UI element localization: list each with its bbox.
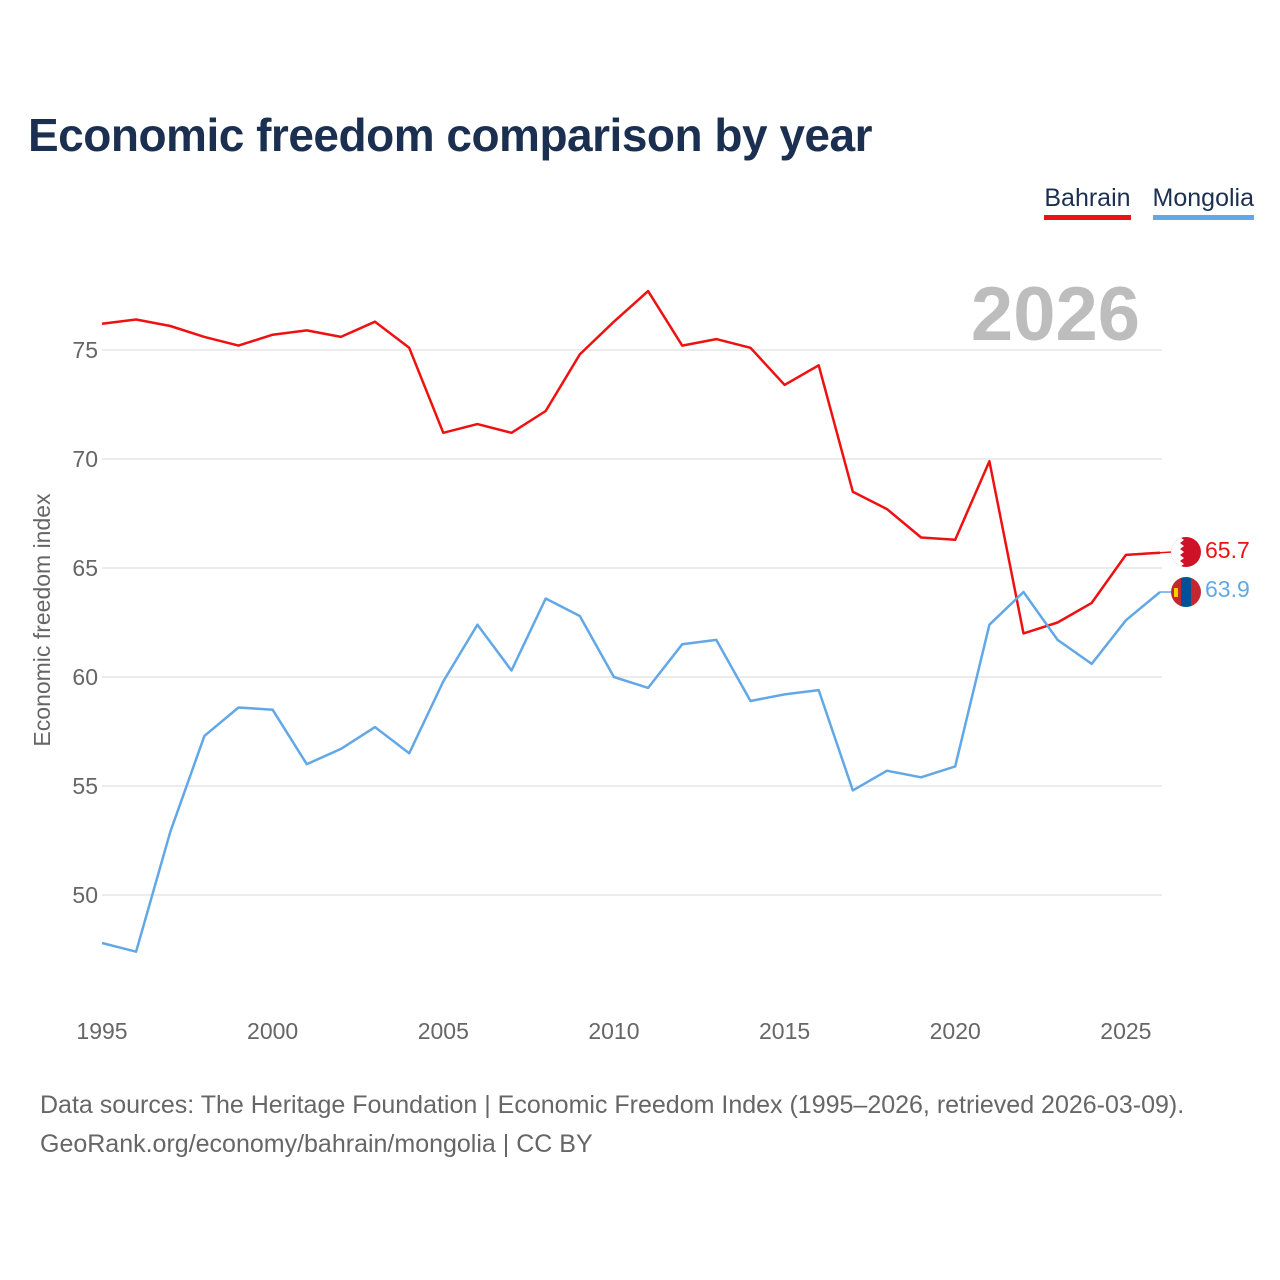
attribution-link[interactable]: GeoRank.org/economy/bahrain/mongolia | C… xyxy=(40,1130,593,1158)
series-line-bahrain[interactable] xyxy=(101,289,1161,635)
y-tick-label: 65 xyxy=(72,555,98,581)
y-tick-label: 70 xyxy=(72,446,98,472)
data-source-note: Data sources: The Heritage Foundation | … xyxy=(40,1091,1185,1119)
x-tick-label: 1995 xyxy=(76,1018,127,1044)
y-tick-label: 55 xyxy=(72,773,98,799)
end-label-mongolia: 63.9 xyxy=(1205,576,1250,602)
legend: Bahrain Mongolia xyxy=(1044,184,1254,220)
mongolia-flag-icon xyxy=(1171,577,1201,607)
x-tick-label: 2025 xyxy=(1100,1018,1151,1044)
chart-title: Economic freedom comparison by year xyxy=(28,109,873,161)
y-tick-label: 60 xyxy=(72,664,98,690)
x-tick-label: 2010 xyxy=(588,1018,639,1044)
y-axis-ticks: 50 55 60 65 70 75 xyxy=(72,337,98,908)
y-axis-label: Economic freedom index xyxy=(29,493,55,747)
legend-item-mongolia[interactable]: Mongolia xyxy=(1152,184,1254,220)
end-connector-bahrain xyxy=(1159,551,1173,554)
x-tick-label: 2020 xyxy=(930,1018,981,1044)
x-tick-label: 2005 xyxy=(418,1018,469,1044)
footer: Data sources: The Heritage Foundation | … xyxy=(40,1086,1184,1164)
year-watermark: 2026 xyxy=(971,272,1140,357)
y-tick-label: 50 xyxy=(72,882,98,908)
y-tick-label: 75 xyxy=(72,337,98,363)
gridlines xyxy=(102,349,1162,896)
series-lines xyxy=(101,289,1173,953)
bahrain-flag-icon xyxy=(1171,537,1201,567)
end-label-bahrain: 65.7 xyxy=(1205,537,1250,563)
x-axis-ticks: 1995 2000 2005 2010 2015 2020 2025 xyxy=(76,1018,1151,1044)
x-tick-label: 2000 xyxy=(247,1018,298,1044)
series-line-mongolia[interactable] xyxy=(101,590,1161,953)
x-tick-label: 2015 xyxy=(759,1018,810,1044)
legend-item-bahrain[interactable]: Bahrain xyxy=(1044,184,1131,220)
